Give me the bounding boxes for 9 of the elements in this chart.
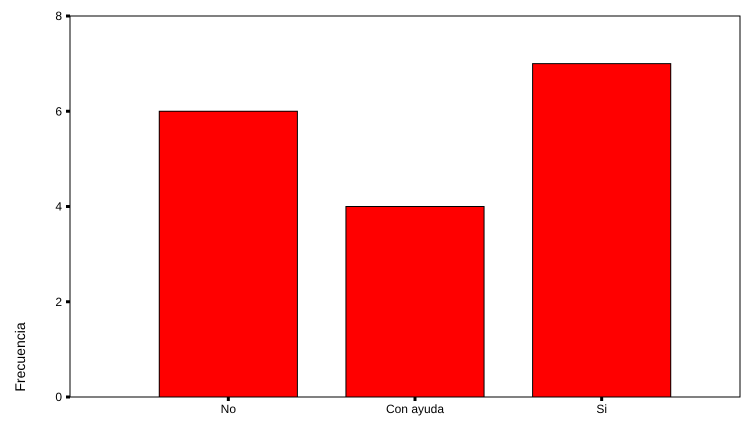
- y-tick-label: 8: [55, 9, 62, 24]
- y-axis-title: Frecuencia: [12, 322, 28, 392]
- y-tick-label: 6: [55, 104, 62, 118]
- y-tick-label: 4: [55, 200, 62, 214]
- y-tick-label: 2: [55, 294, 62, 309]
- y-tick-label: 0: [55, 390, 62, 404]
- x-tick-label: No: [220, 402, 236, 416]
- x-tick-label: Si: [596, 402, 608, 416]
- x-tick-label: Con ayuda: [386, 402, 444, 416]
